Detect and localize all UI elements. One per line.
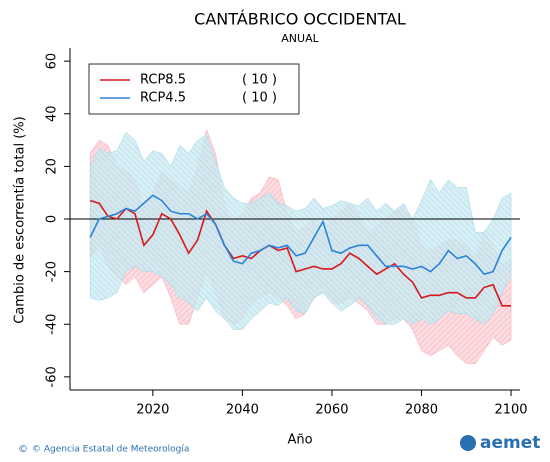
- x-tick-label: 2060: [315, 403, 348, 418]
- x-tick-label: 2080: [405, 403, 438, 418]
- legend-note: ( 10 ): [242, 91, 277, 106]
- legend-note: ( 10 ): [242, 73, 277, 88]
- chart-subtitle: ANUAL: [281, 32, 319, 45]
- logo-icon: [460, 435, 476, 451]
- series-line: [89, 199, 512, 307]
- y-tick-label: 60: [45, 53, 60, 70]
- logo-text: aemet: [480, 433, 540, 453]
- y-tick-label: -40: [45, 314, 60, 335]
- footer: © Agencia Estatal de Meteorología: [32, 445, 189, 455]
- logo: aemet: [460, 433, 540, 453]
- copyright-icon: ©: [18, 444, 28, 455]
- y-tick-label: 0: [45, 215, 60, 223]
- legend-label: RCP8.5: [140, 73, 186, 88]
- y-tick-label: 20: [45, 158, 60, 175]
- y-tick-label: -60: [45, 366, 60, 387]
- legend: RCP8.5 ( 10 ) RCP4.5 ( 10 ): [88, 63, 300, 115]
- x-tick-label: 2040: [226, 403, 259, 418]
- uncertainty-band: [89, 131, 512, 330]
- x-tick-label: 2100: [494, 403, 527, 418]
- x-axis-label: Año: [287, 433, 312, 448]
- series-line: [89, 194, 512, 276]
- y-axis-label: Cambio de escorrentía total (%): [13, 116, 28, 324]
- x-tick-label: 2020: [136, 403, 169, 418]
- legend-label: RCP4.5: [140, 91, 186, 106]
- y-tick-label: 40: [45, 105, 60, 122]
- chart-title: CANTÁBRICO OCCIDENTAL: [194, 10, 406, 29]
- y-tick-label: -20: [45, 261, 60, 282]
- legend-box: [88, 63, 300, 115]
